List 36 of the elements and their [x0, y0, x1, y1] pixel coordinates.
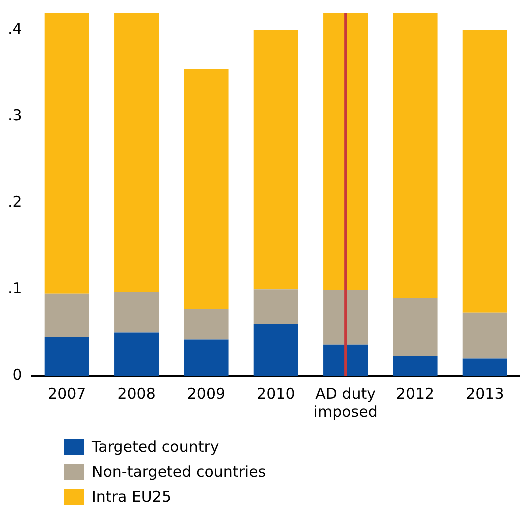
bar	[462, 30, 508, 313]
x-tick-label: 2007	[48, 384, 86, 403]
bar	[393, 298, 438, 356]
y-tick-label: .1	[8, 279, 22, 298]
x-tick-label: 2010	[257, 384, 296, 403]
bar	[184, 69, 229, 310]
y-tick-label: .2	[8, 193, 22, 212]
bar	[114, 292, 160, 333]
bar	[184, 309, 229, 340]
x-tick-label: AD duty imposed	[314, 384, 378, 421]
x-tick-label: 2008	[118, 384, 156, 403]
bar	[324, 13, 368, 290]
bar	[44, 13, 90, 294]
bar	[462, 312, 508, 359]
x-tick-label: 2013	[466, 384, 504, 403]
y-tick-label: .3	[8, 106, 22, 125]
bar	[254, 30, 298, 290]
legend-label: Intra EU25	[92, 488, 172, 506]
bar	[44, 294, 90, 338]
x-tick-label: 2009	[187, 384, 226, 403]
y-tick-label: 0	[12, 366, 22, 384]
bar	[393, 356, 438, 376]
legend-label: Non-targeted countries	[92, 462, 266, 480]
bar	[44, 337, 90, 376]
x-tick-label: 2012	[396, 384, 435, 403]
bar	[324, 290, 368, 345]
bar	[254, 290, 298, 324]
bar	[462, 358, 508, 376]
y-tick-label: .4	[8, 20, 22, 38]
legend-label: Targeted country	[92, 438, 220, 456]
bar	[114, 13, 160, 292]
bar	[393, 13, 438, 298]
bar	[184, 340, 229, 376]
bar	[324, 344, 368, 376]
bar	[254, 324, 298, 376]
bar	[114, 332, 160, 376]
